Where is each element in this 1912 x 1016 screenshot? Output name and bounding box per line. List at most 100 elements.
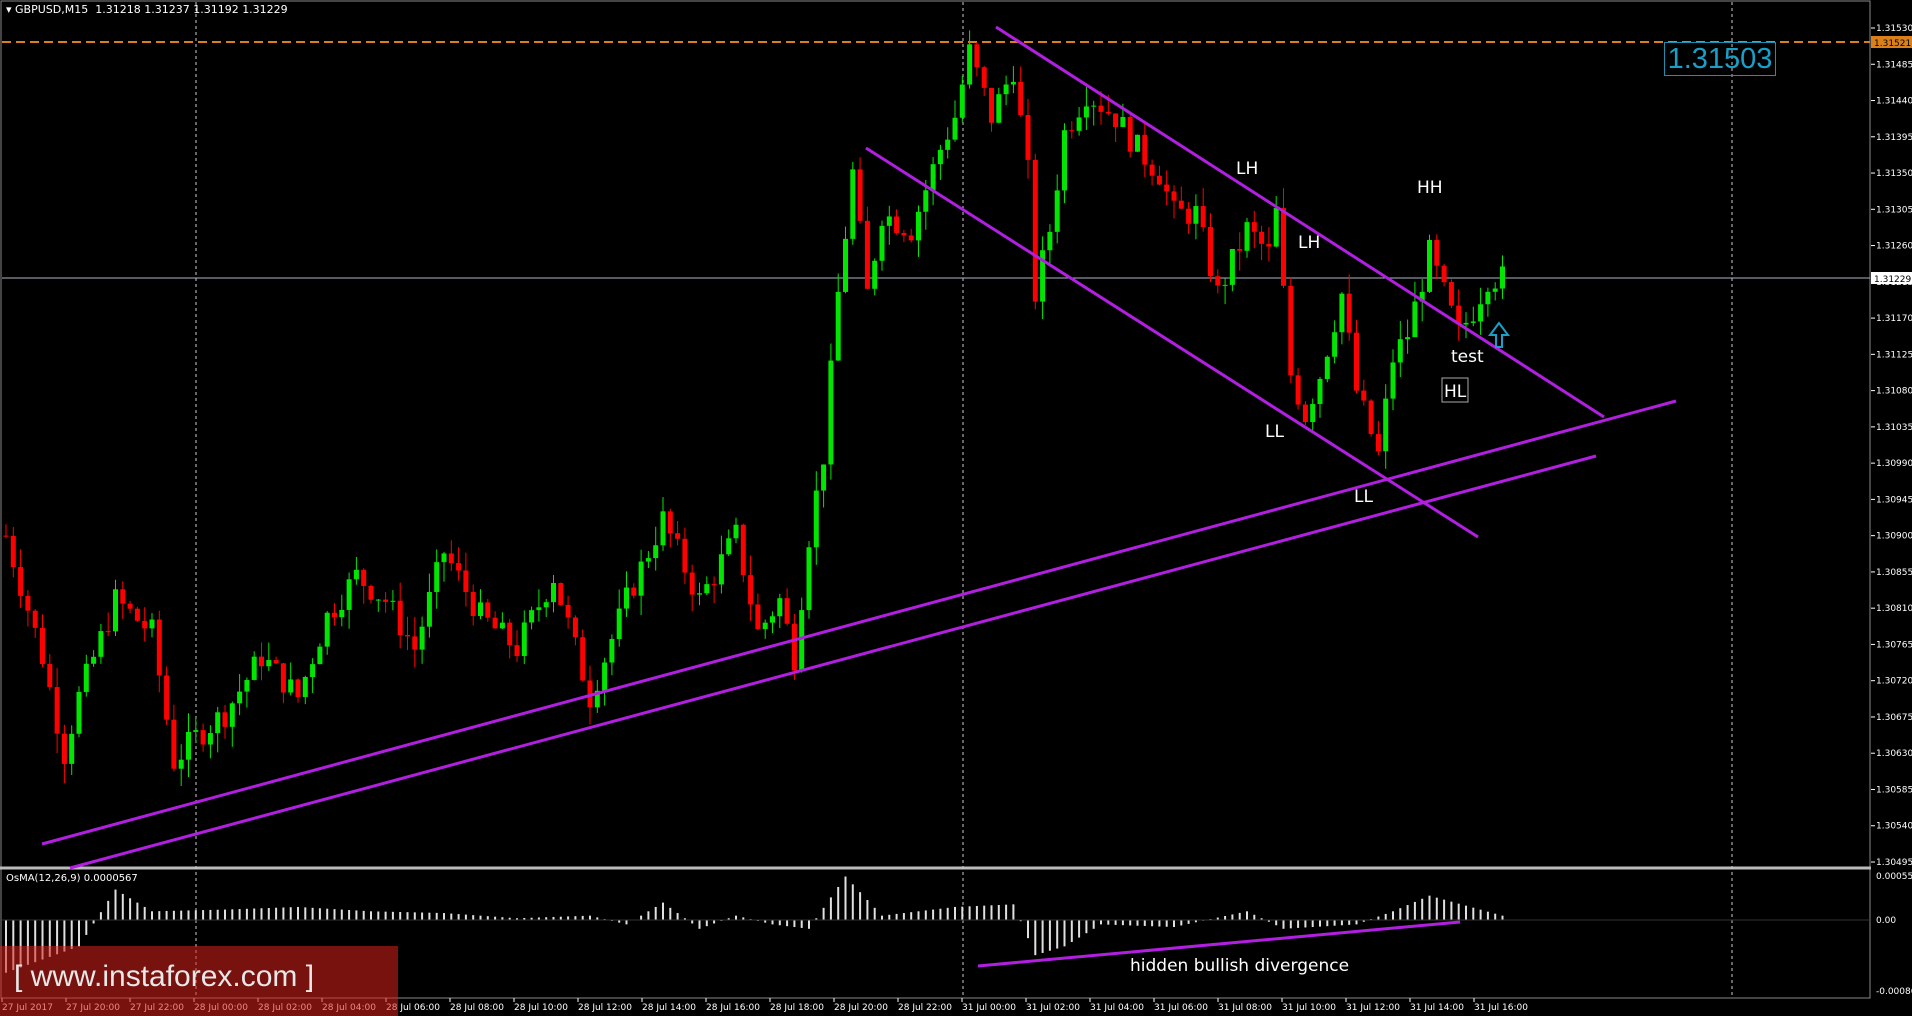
- candle-body: [1032, 159, 1038, 302]
- x-tick-label: 28 Jul 10:00: [514, 1003, 568, 1013]
- candle-body: [1427, 239, 1432, 292]
- candle-body: [1113, 113, 1119, 127]
- candle-body: [748, 575, 754, 605]
- candle-body: [485, 602, 491, 618]
- x-tick-label: 28 Jul 16:00: [706, 1003, 760, 1013]
- candle-body: [171, 719, 177, 769]
- candle-body: [675, 533, 681, 539]
- candle-body: [952, 117, 958, 140]
- candle-body: [1127, 116, 1133, 152]
- candle-body: [689, 572, 695, 595]
- y-tick-label: 1.31395: [1876, 133, 1912, 143]
- current-price-tag: [1871, 272, 1912, 284]
- candle-body: [821, 464, 827, 491]
- uptrend-line-upper[interactable]: [41, 399, 1677, 846]
- candle-body: [40, 627, 45, 664]
- candle-body: [733, 524, 739, 539]
- candle-body: [718, 554, 724, 585]
- candle-body: [711, 584, 717, 586]
- uptrend-line-lower[interactable]: [69, 454, 1597, 870]
- candle-body: [222, 712, 228, 727]
- candle-body: [916, 211, 921, 241]
- candle-body: [937, 149, 943, 165]
- candle-body: [857, 169, 863, 221]
- candle-body: [142, 620, 148, 629]
- x-tick-label: 31 Jul 04:00: [1090, 1003, 1144, 1013]
- candle-body: [383, 599, 389, 602]
- y-tick-label: 1.30765: [1876, 640, 1912, 650]
- candle-body: [1222, 284, 1228, 286]
- candle-body: [507, 622, 513, 646]
- candle-body: [1091, 105, 1097, 107]
- annotation-hl: HL: [1444, 382, 1467, 402]
- candle-body: [1215, 276, 1221, 286]
- candle-body: [1346, 293, 1352, 333]
- candle-body: [1010, 81, 1016, 85]
- candle-body: [1208, 226, 1213, 277]
- candle-body: [419, 626, 425, 650]
- candle-body: [361, 569, 367, 586]
- candle-body: [1156, 175, 1162, 185]
- channel-upper-line[interactable]: [995, 25, 1605, 419]
- candle-body: [543, 602, 549, 608]
- candle-body: [1186, 208, 1192, 224]
- candle-body: [134, 608, 140, 621]
- x-tick-label: 31 Jul 00:00: [962, 1003, 1016, 1013]
- candle-body: [755, 604, 761, 630]
- chart-header: ▾ GBPUSD,M15 1.31218 1.31237 1.31192 1.3…: [6, 3, 288, 16]
- candle-body: [967, 44, 973, 85]
- price-axis[interactable]: 1.31530 1.31485 1.31440 1.31395 1.31350 1.313…: [1871, 24, 1912, 868]
- candle-body: [1288, 285, 1294, 376]
- annotation-test: test: [1451, 347, 1484, 367]
- candle-body: [770, 616, 775, 623]
- candle-body: [164, 675, 170, 720]
- candle-body: [806, 547, 812, 611]
- candle-body: [1266, 243, 1272, 247]
- candle-body: [740, 524, 746, 576]
- x-tick-label: 31 Jul 12:00: [1346, 1003, 1400, 1013]
- watermark-text: www.instaforex.com: [30, 960, 298, 993]
- candle-body: [1003, 84, 1009, 95]
- candle-body: [3, 535, 9, 537]
- candle-body: [1295, 375, 1301, 405]
- candle-body: [200, 730, 206, 745]
- candle-body: [288, 679, 294, 693]
- candle-body: [178, 759, 184, 769]
- candle-body: [572, 617, 578, 638]
- candle-body: [266, 660, 272, 667]
- candle-body: [565, 604, 571, 618]
- candle-body: [317, 646, 323, 665]
- candle-body: [558, 582, 564, 605]
- x-tick-label: 31 Jul 10:00: [1282, 1003, 1336, 1013]
- channel-lower-line[interactable]: [865, 146, 1479, 539]
- candle-body: [18, 567, 24, 596]
- candle-body: [1368, 400, 1374, 435]
- candle-body: [981, 67, 987, 88]
- dropdown-triangle-icon[interactable]: ▾: [6, 3, 16, 16]
- candle-body: [1405, 337, 1411, 340]
- candle-body: [91, 656, 97, 664]
- candle-body: [120, 589, 126, 604]
- candle-body: [1149, 164, 1155, 176]
- candle-body: [989, 87, 994, 123]
- candle-body: [594, 690, 600, 708]
- y-tick-label: 1.30495: [1876, 858, 1912, 868]
- candle-body: [1448, 282, 1454, 306]
- candle-body: [879, 225, 885, 261]
- candle-body: [332, 612, 337, 618]
- y-tick-label: 1.30540: [1876, 822, 1912, 832]
- candle-body: [426, 592, 432, 627]
- candle-body: [1193, 206, 1199, 224]
- candle-body: [872, 260, 878, 289]
- candle-body: [616, 608, 622, 640]
- candle-body: [682, 538, 688, 573]
- candle-body: [843, 238, 848, 292]
- resistance-price-tag: [1871, 36, 1912, 48]
- x-tick-label: 31 Jul 14:00: [1410, 1003, 1464, 1013]
- x-tick-label: 28 Jul 14:00: [642, 1003, 696, 1013]
- candle-body: [149, 619, 155, 629]
- divergence-line[interactable]: [977, 920, 1461, 968]
- ohlc-values: 1.31218 1.31237 1.31192 1.31229: [95, 3, 288, 16]
- candle-body: [324, 612, 330, 647]
